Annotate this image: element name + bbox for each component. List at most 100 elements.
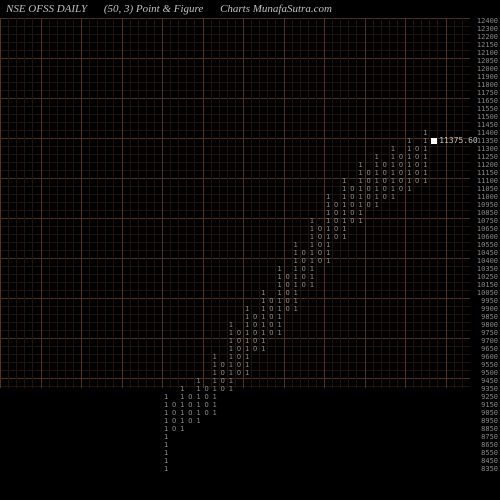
grid-line-vertical xyxy=(170,18,171,388)
y-tick-label: 10650 xyxy=(477,226,498,233)
pf-cell: 1 xyxy=(405,186,413,194)
y-tick-label: 8650 xyxy=(481,442,498,449)
y-tick-label: 10400 xyxy=(477,258,498,265)
grid-line-vertical xyxy=(284,18,285,388)
y-tick-label: 10850 xyxy=(477,210,498,217)
grid-line-vertical xyxy=(130,18,131,388)
grid-line-vertical xyxy=(421,18,422,388)
grid-line-vertical xyxy=(292,18,293,388)
y-tick-label: 9900 xyxy=(481,306,498,313)
y-tick-label: 12150 xyxy=(477,42,498,49)
pf-cell: O xyxy=(381,194,389,202)
y-tick-label: 8350 xyxy=(481,466,498,473)
y-tick-label: 10150 xyxy=(477,282,498,289)
y-tick-label: 10050 xyxy=(477,290,498,297)
grid-line-vertical xyxy=(203,18,204,388)
y-tick-label: 11300 xyxy=(477,146,498,153)
grid-line-vertical xyxy=(57,18,58,388)
chart-header: NSE OFSS DAILY (50, 3) Point & Figure Ch… xyxy=(0,0,500,20)
grid-line-vertical xyxy=(389,18,390,388)
y-tick-label: 10600 xyxy=(477,234,498,241)
y-tick-label: 8950 xyxy=(481,418,498,425)
grid-line-vertical xyxy=(178,18,179,388)
y-tick-label: 8450 xyxy=(481,458,498,465)
y-tick-label: 11400 xyxy=(477,130,498,137)
grid-line-vertical xyxy=(138,18,139,388)
y-tick-label: 9050 xyxy=(481,410,498,417)
pf-cell: 1 xyxy=(308,282,316,290)
y-tick-label: 10250 xyxy=(477,274,498,281)
pf-cell: O xyxy=(219,386,227,394)
current-price-marker: 11375.60 xyxy=(431,136,478,145)
pf-cell: O xyxy=(332,234,340,242)
grid-line-vertical xyxy=(316,18,317,388)
y-tick-label: 9700 xyxy=(481,338,498,345)
pf-cell: O xyxy=(170,426,178,434)
pf-cell: 1 xyxy=(324,258,332,266)
grid-line-vertical xyxy=(154,18,155,388)
price-marker-value: 11375.60 xyxy=(439,136,478,145)
grid-line-vertical xyxy=(462,18,463,388)
y-tick-label: 9750 xyxy=(481,330,498,337)
y-tick-label: 12000 xyxy=(477,66,498,73)
grid-line-vertical xyxy=(81,18,82,388)
grid-line-vertical xyxy=(162,18,163,388)
y-tick-label: 11650 xyxy=(477,98,498,105)
y-tick-label: 11550 xyxy=(477,106,498,113)
y-tick-label: 11050 xyxy=(477,186,498,193)
y-tick-label: 11750 xyxy=(477,90,498,97)
grid-line-vertical xyxy=(89,18,90,388)
pf-cell: 1 xyxy=(259,346,267,354)
y-tick-label: 10550 xyxy=(477,242,498,249)
grid-line-vertical xyxy=(105,18,106,388)
pf-cell: O xyxy=(397,186,405,194)
pf-cell: O xyxy=(251,346,259,354)
y-tick-label: 9250 xyxy=(481,394,498,401)
grid-line-vertical xyxy=(194,18,195,388)
grid-line-vertical xyxy=(8,18,9,388)
y-tick-label: 9450 xyxy=(481,378,498,385)
grid-line-vertical xyxy=(300,18,301,388)
pf-cell: O xyxy=(203,410,211,418)
grid-line-vertical xyxy=(186,18,187,388)
pf-cell: O xyxy=(348,218,356,226)
pf-cell: 1 xyxy=(340,234,348,242)
pf-cell: O xyxy=(235,370,243,378)
grid-line-vertical xyxy=(381,18,382,388)
grid-line-vertical xyxy=(65,18,66,388)
y-tick-label: 12200 xyxy=(477,34,498,41)
pf-cell: 1 xyxy=(162,466,170,474)
y-tick-label: 11450 xyxy=(477,122,498,129)
grid-line-vertical xyxy=(146,18,147,388)
grid-line-vertical xyxy=(0,18,1,388)
pf-cell: O xyxy=(365,202,373,210)
y-tick-label: 11500 xyxy=(477,114,498,121)
grid-line-vertical xyxy=(122,18,123,388)
y-tick-label: 12050 xyxy=(477,58,498,65)
pf-cell: 1 xyxy=(194,418,202,426)
chart-title: NSE OFSS DAILY xyxy=(6,3,87,15)
grid-line-vertical xyxy=(429,18,430,388)
y-tick-label: 11350 xyxy=(477,138,498,145)
y-tick-label: 10750 xyxy=(477,218,498,225)
y-tick-label: 9950 xyxy=(481,298,498,305)
grid-line-vertical xyxy=(211,18,212,388)
y-tick-label: 12300 xyxy=(477,26,498,33)
grid-line-vertical xyxy=(49,18,50,388)
grid-line-vertical xyxy=(219,18,220,388)
y-tick-label: 11250 xyxy=(477,154,498,161)
price-marker-box xyxy=(431,138,437,144)
pf-cell: 1 xyxy=(211,410,219,418)
y-tick-label: 11000 xyxy=(477,194,498,201)
grid-line-vertical xyxy=(73,18,74,388)
y-tick-label: 11900 xyxy=(477,74,498,81)
pf-cell: 1 xyxy=(421,178,429,186)
pf-cell: 1 xyxy=(243,370,251,378)
pf-cell: O xyxy=(186,418,194,426)
y-tick-label: 8750 xyxy=(481,434,498,441)
y-tick-label: 9600 xyxy=(481,354,498,361)
y-tick-label: 10350 xyxy=(477,266,498,273)
y-tick-label: 11800 xyxy=(477,82,498,89)
grid-line-vertical xyxy=(446,18,447,388)
pf-cell: 1 xyxy=(356,218,364,226)
